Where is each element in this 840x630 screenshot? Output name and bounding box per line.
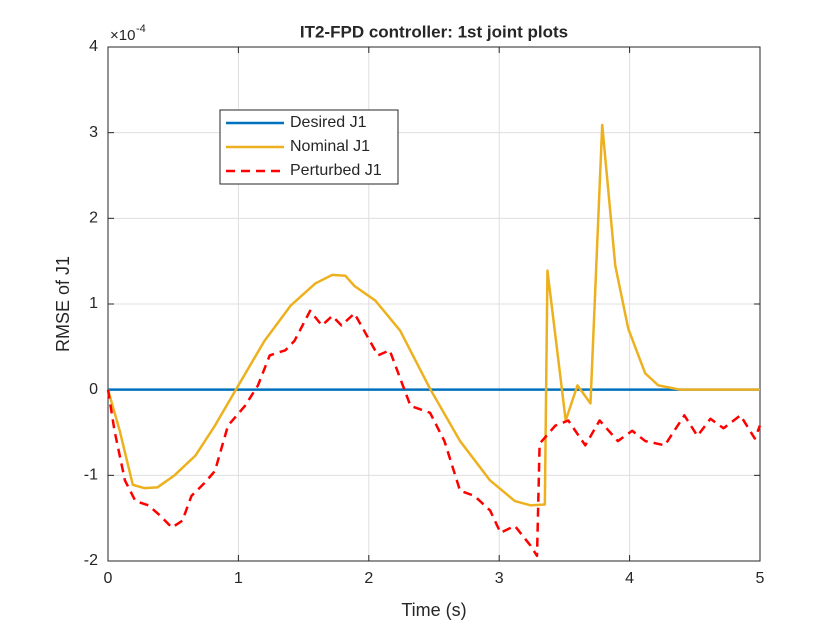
line: [106, 123, 760, 507]
x-axis-label: Time (s): [401, 600, 466, 620]
x-tick-label: 1: [234, 570, 243, 587]
y-tick-label: -1: [84, 467, 98, 484]
x-tick-label: 2: [364, 570, 373, 587]
y-tick-label: 0: [89, 381, 98, 398]
y-tick-label: 1: [89, 295, 98, 312]
y-tick-label: -2: [84, 552, 98, 569]
x-tick-label: 5: [756, 570, 765, 587]
legend-label: Perturbed J1: [290, 162, 382, 179]
y-multiplier-exponent: -4: [136, 23, 146, 35]
legend-label: Desired J1: [290, 114, 367, 131]
x-tick-label: 4: [625, 570, 634, 587]
y-tick-label: 3: [89, 124, 98, 141]
legend-label: Nominal J1: [290, 138, 370, 155]
y-multiplier-base: ×10: [110, 27, 135, 44]
y-tick-label: 2: [89, 210, 98, 227]
axes-box: [107, 46, 761, 562]
x-tick-label: 0: [104, 570, 113, 587]
y-axis-label: RMSE of J1: [53, 256, 73, 352]
y-tick-label: 4: [89, 38, 98, 55]
line: [106, 309, 762, 558]
x-tick-label: 3: [495, 570, 504, 587]
chart-title: IT2-FPD controller: 1st joint plots: [300, 22, 568, 41]
